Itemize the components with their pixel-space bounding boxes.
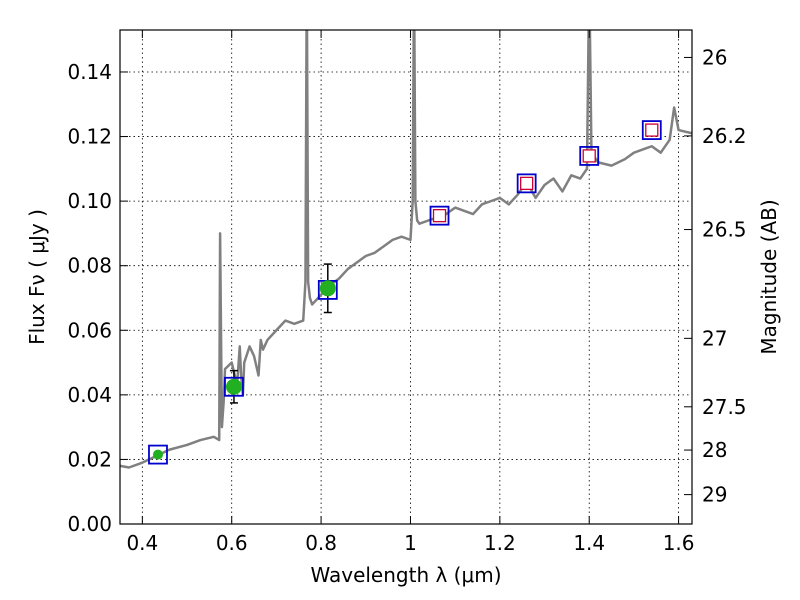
measured-point [225, 378, 242, 395]
y-tick-label: 0.04 [67, 383, 112, 407]
y2-tick-label: 26.5 [702, 218, 747, 242]
photometry-square [641, 120, 662, 140]
model-square [432, 209, 447, 223]
y2-tick-label: 26 [702, 45, 727, 69]
x-tick-label: 1 [404, 531, 417, 555]
grid-lines [120, 30, 692, 525]
axes-frame [119, 29, 693, 525]
model-square [582, 149, 596, 163]
photometry-square [429, 205, 450, 226]
photometry-square [516, 173, 537, 194]
x-tick-label: 0.4 [126, 531, 158, 555]
y2-tick-label: 27.5 [702, 395, 747, 419]
photometry-square [579, 146, 600, 166]
spectrum-line [120, 30, 692, 469]
model-square [645, 123, 659, 137]
y2-axis-label: Magnitude (AB) [757, 199, 781, 354]
y-tick-label: 0.00 [67, 512, 112, 536]
measured-point [319, 280, 336, 297]
y-axis-label: Flux Fν ( μJy ) [25, 209, 49, 345]
y-tick-label: 0.14 [67, 60, 112, 84]
y-tick-label: 0.06 [67, 318, 112, 342]
photometry-points [148, 120, 662, 465]
y2-tick-label: 29 [702, 483, 727, 507]
x-tick-label: 1.2 [484, 531, 516, 555]
x-tick-label: 1.4 [573, 531, 605, 555]
photometry-square [148, 444, 168, 465]
x-tick-label: 0.6 [216, 531, 248, 555]
plot-frame [119, 29, 693, 525]
y2-tick-label: 27 [702, 326, 727, 350]
green-marker-small [152, 449, 163, 460]
x-tick-label: 0.8 [305, 531, 337, 555]
axis-ticks: 0.4 0.6 0.8 1 1.2 1.4 1.6 0.00 0.02 0.04 0.06 0.08 0… [67, 30, 747, 555]
y-tick-label: 0.08 [67, 254, 112, 278]
y2-tick-label: 28 [702, 438, 727, 462]
model-square [520, 176, 534, 191]
y2-tick-label: 26.2 [702, 124, 747, 148]
y-tick-label: 0.02 [67, 447, 112, 471]
y-tick-label: 0.12 [67, 125, 112, 149]
x-axis-label: Wavelength λ (μm) [310, 563, 501, 587]
photometry-square [224, 376, 244, 397]
x-tick-label: 1.6 [663, 531, 695, 555]
spectrum-series [120, 30, 692, 469]
y-tick-label: 0.10 [67, 189, 112, 213]
